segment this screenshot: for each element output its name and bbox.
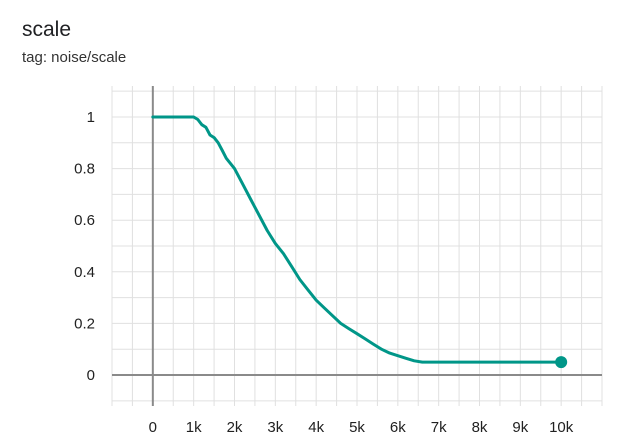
grid (111, 86, 603, 406)
x-tick-labels: 0 1k 2k 3k 4k 5k 6k 7k 8k 9k 10k (149, 419, 574, 436)
series-end-point (555, 356, 568, 369)
y-tick-label: 0.4 (74, 264, 95, 281)
x-tick-label: 3k (267, 419, 283, 436)
series-layer (151, 115, 568, 369)
chart-title: scale (22, 18, 72, 41)
series-line (151, 115, 563, 364)
x-tick-label: 1k (186, 419, 202, 436)
x-tick-label: 9k (512, 419, 528, 436)
y-tick-label: 0.2 (74, 315, 95, 332)
x-tick-label: 6k (390, 419, 406, 436)
y-tick-label: 1 (87, 109, 95, 126)
x-tick-label: 7k (431, 419, 447, 436)
y-tick-label: 0.6 (74, 212, 95, 229)
x-tick-label: 8k (472, 419, 488, 436)
x-tick-label: 2k (227, 419, 243, 436)
chart-tag-subtitle: tag: noise/scale (22, 49, 127, 66)
x-tick-label: 10k (549, 419, 574, 436)
x-tick-label: 0 (149, 419, 157, 436)
y-tick-label: 0 (87, 367, 95, 384)
y-tick-label: 0.8 (74, 161, 95, 178)
axes (112, 86, 602, 406)
x-tick-label: 5k (349, 419, 365, 436)
x-tick-label: 4k (308, 419, 324, 436)
y-tick-labels: 0 0.2 0.4 0.6 0.8 1 (74, 109, 95, 384)
